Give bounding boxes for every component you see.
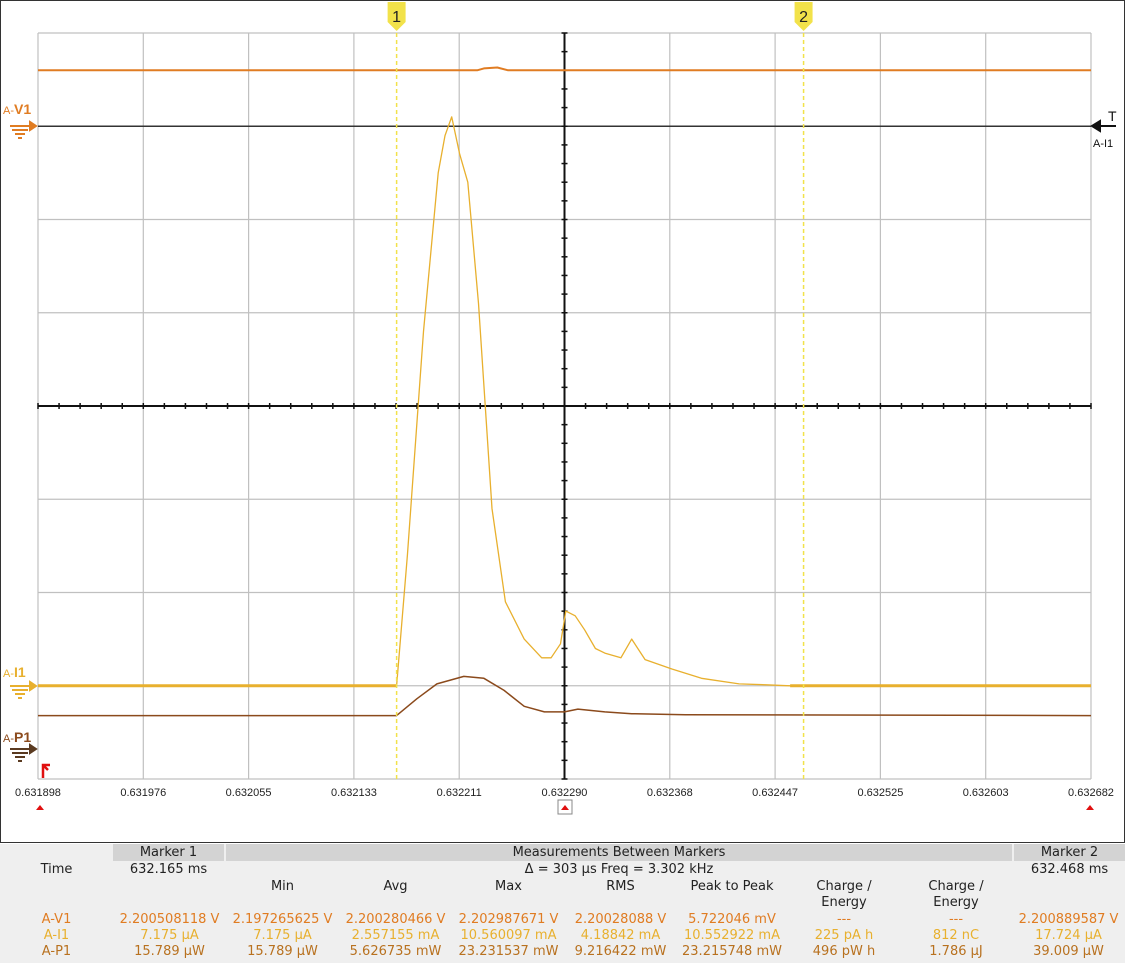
x-tick-label: 0.632682 <box>1068 787 1114 799</box>
delta-freq: Δ = 303 μs Freq = 3.302 kHz <box>524 862 714 877</box>
i1-ground-icon <box>10 680 38 699</box>
trigger-symbol: T <box>1108 108 1117 124</box>
row-ce1-value: 496 pW h <box>812 944 876 959</box>
trace-a-p1 <box>38 675 1092 717</box>
trigger-source: A-I1 <box>1093 138 1113 150</box>
row-max-value: 23.231537 mW <box>458 944 559 959</box>
x-tick-label: 0.632525 <box>857 787 903 799</box>
marker2-time: 632.468 ms <box>1030 862 1109 877</box>
x-tick-label: 0.631976 <box>120 787 166 799</box>
time-label: Time <box>40 862 73 877</box>
row-max-value: 10.560097 mA <box>460 928 557 943</box>
row-p2p-value: 5.722046 mV <box>688 912 776 927</box>
scroll-left-icon[interactable] <box>36 805 44 810</box>
row-marker2-value: 17.724 μA <box>1035 928 1102 943</box>
row-min-value: 7.175 μA <box>253 928 312 943</box>
x-tick-label: 0.631898 <box>15 787 61 799</box>
trace-a-v1 <box>38 66 1091 72</box>
column-header: Charge / Energy <box>928 879 984 910</box>
row-channel-name: A-V1 <box>41 912 72 927</box>
trigger-marker[interactable]: T A-I1 <box>1090 108 1117 150</box>
p1-name: P1 <box>14 729 31 745</box>
row-avg-value: 2.200280466 V <box>345 912 446 927</box>
channel-v1-marker[interactable]: A-V1 <box>3 101 38 139</box>
x-tick-label: 0.632211 <box>437 787 482 799</box>
channel-i1-marker[interactable]: A-I1 <box>3 664 38 699</box>
row-avg-value: 2.557155 mA <box>351 928 440 943</box>
marker-2-flag[interactable] <box>794 2 813 31</box>
column-header: Peak to Peak <box>690 879 774 894</box>
p1-ground-icon <box>10 743 38 762</box>
row-rms-value: 2.20028088 V <box>574 912 667 927</box>
trigger-flag-icon[interactable] <box>41 763 50 778</box>
row-p2p-value: 23.215748 mW <box>682 944 782 959</box>
v1-ground-icon <box>10 120 38 139</box>
center-up-icon <box>561 805 569 810</box>
x-tick-label: 0.632603 <box>963 787 1009 799</box>
row-ce1-value: 225 pA h <box>814 928 874 943</box>
column-header: Avg <box>383 879 408 894</box>
row-max-value: 2.202987671 V <box>458 912 559 927</box>
i1-name: I1 <box>14 664 26 680</box>
x-tick-label: 0.632368 <box>647 787 693 799</box>
measurements-panel: Marker 1 Measurements Between Markers Ma… <box>0 844 1125 963</box>
row-marker2-value: 2.200889587 V <box>1018 912 1119 927</box>
svg-text:A-V1: A-V1 <box>3 101 31 117</box>
marker2-header: Marker 2 <box>1014 844 1125 861</box>
row-marker1-value: 2.200508118 V <box>119 912 220 927</box>
x-tick-label: 0.632290 <box>542 787 588 799</box>
column-header: Max <box>495 879 522 894</box>
p1-prefix: A- <box>3 733 14 745</box>
row-channel-name: A-I1 <box>43 928 70 943</box>
oscilloscope-plot: 1 2 0.631898 0.631976 0.632055 0.632133 0.632… <box>0 0 1125 843</box>
row-p2p-value: 10.552922 mA <box>684 928 780 943</box>
marker-1-flag[interactable] <box>387 2 406 31</box>
marker-2-label: 2 <box>799 9 808 26</box>
row-ce2-value: 812 nC <box>932 928 980 943</box>
row-min-value: 2.197265625 V <box>232 912 333 927</box>
column-header: Charge / Energy <box>816 879 872 910</box>
marker1-time: 632.165 ms <box>129 862 208 877</box>
trigger-arrow-icon <box>1090 119 1116 133</box>
x-tick-label: 0.632447 <box>752 787 798 799</box>
trace-a-i1 <box>38 116 1091 687</box>
row-marker2-value: 39.009 μW <box>1033 944 1104 959</box>
marker1-header: Marker 1 <box>113 844 224 861</box>
measurements-background <box>0 844 1125 963</box>
row-ce2-value: --- <box>948 912 964 927</box>
scroll-right-icon[interactable] <box>1086 805 1094 810</box>
between-header: Measurements Between Markers <box>226 844 1012 861</box>
row-ce1-value: --- <box>836 912 852 927</box>
svg-text:A-P1: A-P1 <box>3 729 31 745</box>
row-rms-value: 9.216422 mW <box>574 944 667 959</box>
row-min-value: 15.789 μW <box>247 944 318 959</box>
row-avg-value: 5.626735 mW <box>349 944 442 959</box>
svg-text:A-I1: A-I1 <box>3 664 26 680</box>
x-tick-label: 0.632055 <box>226 787 272 799</box>
row-ce2-value: 1.786 μJ <box>929 944 983 959</box>
i1-prefix: A- <box>3 668 14 680</box>
marker-1-label: 1 <box>392 9 401 26</box>
row-rms-value: 4.18842 mA <box>580 928 661 943</box>
column-header: RMS <box>606 879 635 894</box>
v1-name: V1 <box>14 101 31 117</box>
channel-p1-marker[interactable]: A-P1 <box>3 729 38 762</box>
row-marker1-value: 15.789 μW <box>134 944 205 959</box>
row-marker1-value: 7.175 μA <box>140 928 199 943</box>
row-channel-name: A-P1 <box>41 944 72 959</box>
v1-prefix: A- <box>3 105 14 117</box>
column-header: Min <box>270 879 295 894</box>
x-tick-label: 0.632133 <box>331 787 377 799</box>
